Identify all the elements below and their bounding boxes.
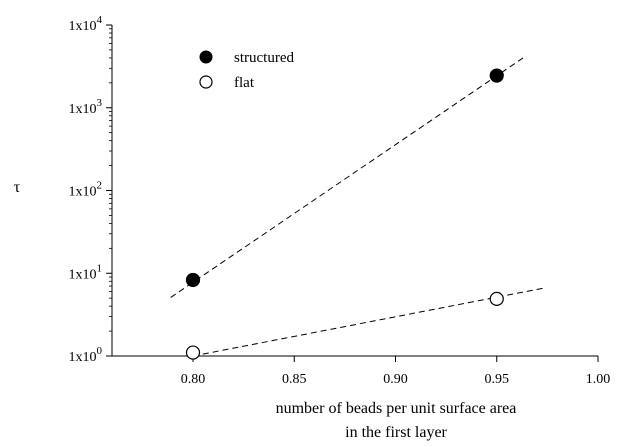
x-ticks: 0.80 0.85 0.90 0.95 1.00 — [181, 356, 611, 387]
data-point-flat — [489, 291, 504, 306]
data-point-structured — [185, 272, 201, 288]
data-point-flat — [185, 345, 201, 360]
fit-lines — [170, 57, 544, 357]
y-tick-label: 1x101 — [69, 262, 103, 282]
x-tick-label: 1.00 — [586, 372, 611, 387]
plot-area — [111, 25, 598, 357]
x-tick-label: 0.80 — [181, 372, 206, 387]
fit-line-structured — [170, 57, 524, 298]
legend: structured flat — [199, 50, 294, 91]
x-tick-label: 0.85 — [282, 372, 307, 387]
x-tick-label: 0.95 — [485, 372, 510, 387]
legend-marker-flat — [199, 75, 213, 89]
legend-label-flat: flat — [234, 75, 255, 91]
data-point-structured — [489, 68, 504, 83]
legend-marker-structured — [199, 50, 213, 64]
y-tick-label: 1x100 — [69, 345, 103, 365]
y-ticks: 1x100 1x101 1x102 1x103 1x104 — [69, 14, 112, 365]
y-tick-label: 1x104 — [69, 14, 103, 34]
legend-label-structured: structured — [234, 50, 294, 66]
y-tick-label: 1x103 — [69, 97, 103, 117]
x-axis-label-line-2: in the first layer — [345, 424, 447, 441]
x-axis-label-line-1: number of beads per unit surface area — [276, 400, 517, 417]
y-axis-label: τ — [14, 179, 21, 196]
y-tick-label: 1x102 — [69, 180, 103, 200]
data-points — [185, 68, 504, 360]
x-tick-label: 0.90 — [383, 372, 408, 387]
